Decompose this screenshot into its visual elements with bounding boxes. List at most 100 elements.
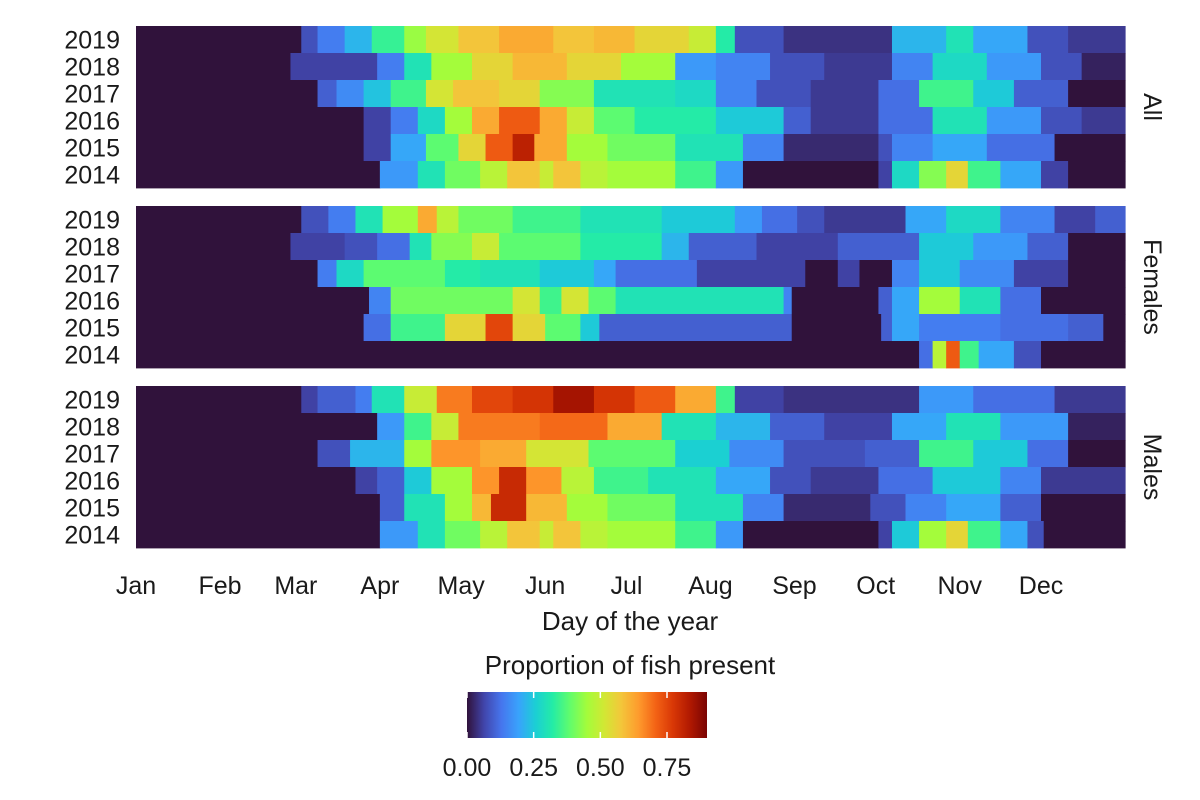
heatmap-cell: [891, 287, 920, 315]
heatmap-cell: [136, 134, 365, 162]
x-tick-label: Sep: [772, 572, 816, 600]
heatmap-cell: [891, 26, 947, 54]
heatmap-cell: [499, 467, 527, 495]
heatmap-cell: [593, 26, 636, 54]
heatmap-cell: [480, 521, 508, 549]
heatmap-cell: [675, 80, 717, 108]
heatmap-cell: [932, 134, 988, 162]
heatmap-cell: [973, 386, 1056, 414]
legend-title: Proportion of fish present: [485, 650, 776, 680]
heatmap-cell: [810, 107, 880, 135]
heatmap-cell: [797, 206, 825, 234]
heatmap-cell: [409, 233, 432, 261]
heatmap-cell: [634, 386, 676, 414]
heatmap-cell: [1013, 341, 1042, 369]
year-label: 2015: [64, 495, 120, 523]
heatmap-cell: [824, 206, 907, 234]
heatmap-cell: [355, 467, 378, 495]
heatmap-cell: [404, 467, 432, 495]
heatmap-cell: [539, 413, 609, 441]
heatmap-cell: [870, 494, 907, 522]
heatmap-cell: [919, 161, 947, 189]
heatmap-cell: [715, 107, 785, 135]
heatmap-cell: [458, 413, 541, 441]
heatmap-cell: [485, 314, 514, 342]
heatmap-cell: [499, 26, 554, 54]
heatmap-cell: [553, 161, 581, 189]
heatmap-cell: [1054, 134, 1126, 162]
heatmap-cell: [986, 134, 1056, 162]
heatmap-cell: [715, 386, 736, 414]
heatmap-cell: [417, 206, 438, 234]
x-tick-label: Nov: [937, 572, 982, 600]
heatmap-cell: [1068, 413, 1126, 441]
x-tick-label: Jun: [525, 572, 565, 600]
heatmap-cell: [317, 386, 357, 414]
heatmap-cell: [377, 233, 411, 261]
heatmap-cell: [136, 26, 302, 54]
heatmap-cell: [783, 386, 920, 414]
heatmap-cell: [761, 206, 798, 234]
heatmap-cell: [317, 80, 338, 108]
heatmap-cell: [783, 134, 880, 162]
heatmap-cell: [878, 467, 934, 495]
heatmap-cell: [499, 233, 581, 261]
heatmap-cell: [561, 287, 590, 315]
heatmap-cell: [675, 494, 744, 522]
heatmap-cell: [1027, 440, 1069, 468]
x-tick-label: Oct: [856, 572, 895, 600]
heatmap-cell: [566, 53, 622, 81]
heatmap-cell: [553, 521, 581, 549]
heatmap-cell: [607, 134, 676, 162]
heatmap-cell: [431, 467, 473, 495]
heatmap-cell: [891, 53, 934, 81]
heatmap-cell: [553, 386, 595, 414]
heatmap-cell: [580, 314, 600, 342]
heatmap-cell: [932, 467, 1001, 495]
heatmap-cell: [377, 467, 405, 495]
heatmap-cell: [1068, 161, 1126, 189]
heatmap-cell: [512, 314, 546, 342]
heatmap-cell: [1041, 341, 1126, 369]
heatmap-cell: [444, 314, 487, 342]
heatmap-cell: [363, 134, 392, 162]
heatmap-cell: [136, 494, 381, 522]
heatmap-cell: [580, 206, 663, 234]
heatmap-cell: [512, 287, 541, 315]
heatmap-cell: [566, 494, 609, 522]
heatmap-cell: [526, 440, 590, 468]
heatmap-cell: [919, 314, 1001, 342]
heatmap-cell: [553, 26, 595, 54]
year-label: 2019: [64, 387, 120, 415]
heatmap-cell: [878, 287, 893, 315]
heatmap-cell: [431, 440, 481, 468]
heatmap-cell: [580, 233, 663, 261]
heatmap-cell: [355, 386, 373, 414]
heatmap-cell: [301, 386, 319, 414]
heatmap-cell: [783, 287, 793, 315]
x-tick-label: Jul: [610, 572, 642, 600]
legend-tick-label: 0.75: [643, 754, 692, 782]
heatmap-cell: [507, 161, 541, 189]
heatmap-cell: [878, 80, 920, 108]
year-label: 2017: [64, 81, 120, 109]
heatmap-cell: [379, 494, 405, 522]
strip-label: Males: [1138, 434, 1166, 501]
heatmap-cell: [959, 287, 1001, 315]
heatmap-cell: [770, 467, 812, 495]
heatmap-cell: [1041, 53, 1083, 81]
heatmap-cell: [1041, 107, 1083, 135]
year-label: 2014: [64, 162, 120, 190]
heatmap-cell: [973, 233, 1029, 261]
heatmap-cell: [444, 107, 473, 135]
heatmap-cell: [946, 494, 1001, 522]
heatmap-cell: [1068, 233, 1126, 261]
heatmap-cell: [444, 161, 481, 189]
heatmap-cell: [878, 134, 893, 162]
heatmap-cell: [458, 26, 500, 54]
heatmap-cell: [837, 233, 920, 261]
heatmap-cell: [417, 521, 446, 549]
heatmap-cell: [379, 161, 419, 189]
heatmap-cell: [471, 233, 500, 261]
heatmap-cell: [742, 521, 880, 549]
